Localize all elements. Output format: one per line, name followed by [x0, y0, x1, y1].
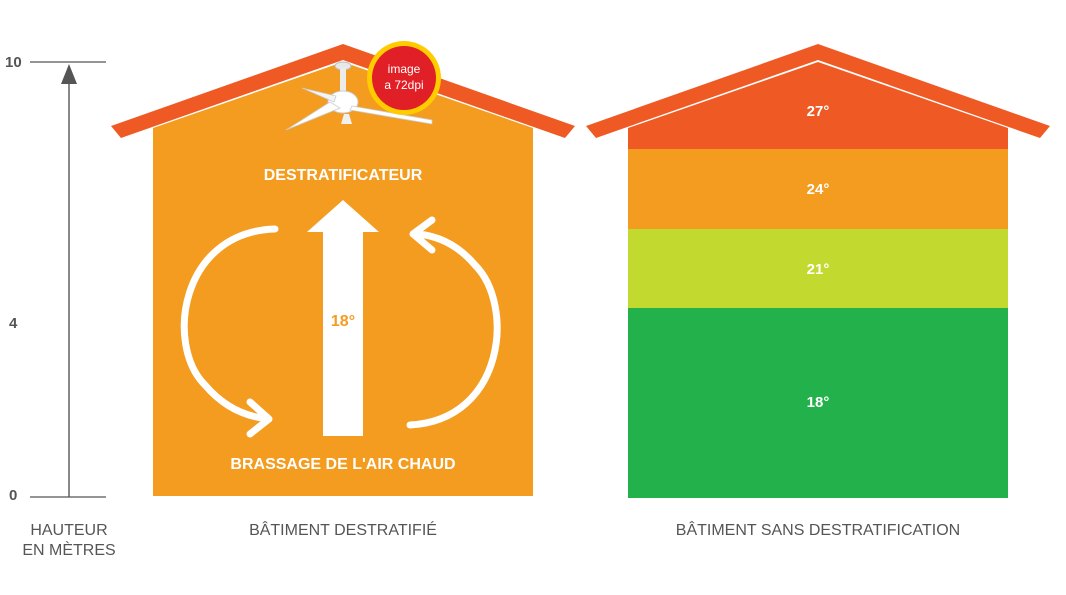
axis-tick-0-label: 0: [9, 487, 17, 504]
destratificateur-label: DESTRATIFICATEUR: [264, 167, 423, 184]
left-temperature-label: 18°: [331, 313, 355, 330]
axis-arrowhead-icon: [61, 64, 77, 84]
zone-18-band: [628, 308, 1008, 498]
height-axis: 10 4 0 HAUTEUR EN MÈTRES: [5, 54, 116, 559]
up-arrow-icon: [307, 200, 379, 436]
circulation-arrow-right-icon: [406, 216, 501, 429]
zone-21-band: [628, 229, 1008, 308]
axis-tick-10-label: 10: [5, 54, 22, 71]
non-destratified-building: 27° 24° 21° 18° BÂTIMENT SANS DESTRATIFI…: [586, 44, 1050, 539]
zone-24-label: 24°: [807, 181, 830, 198]
destratified-building: image a 72dpi DESTRATIFICATEUR 18° BRASS…: [111, 41, 575, 539]
left-building-caption: BÂTIMENT DESTRATIFIÉ: [249, 520, 437, 539]
ceiling-fan-icon: [285, 61, 433, 131]
badge-line2: a 72dpi: [384, 78, 423, 92]
badge-line1: image: [388, 62, 421, 76]
circulation-arrow-left-icon: [180, 225, 279, 438]
axis-title-line1: HAUTEUR: [30, 522, 107, 539]
zone-21-label: 21°: [807, 261, 830, 278]
resolution-badge: image a 72dpi: [367, 41, 441, 115]
zone-27-label: 27°: [807, 103, 830, 120]
axis-tick-4-label: 4: [9, 315, 18, 332]
right-building-caption: BÂTIMENT SANS DESTRATIFICATION: [676, 520, 960, 539]
zone-18-label: 18°: [807, 394, 830, 411]
brassage-label: BRASSAGE DE L'AIR CHAUD: [230, 456, 455, 473]
axis-title-line2: EN MÈTRES: [22, 540, 115, 559]
zone-24-band: [628, 149, 1008, 229]
